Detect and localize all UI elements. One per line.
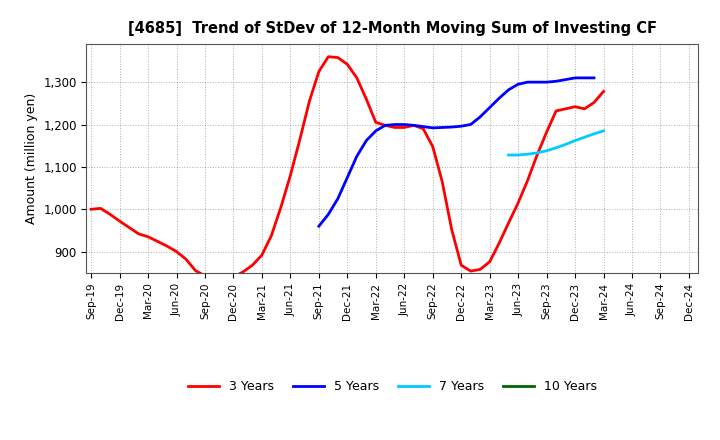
5 Years	[523, 80, 532, 85]
5 Years	[362, 138, 371, 143]
3 Years	[181, 257, 190, 262]
3 Years	[210, 275, 219, 281]
5 Years	[514, 81, 523, 87]
5 Years	[410, 123, 418, 128]
5 Years	[372, 128, 380, 133]
3 Years	[286, 173, 294, 178]
5 Years	[419, 124, 428, 129]
3 Years	[590, 100, 598, 105]
7 Years	[514, 152, 523, 158]
5 Years	[381, 123, 390, 128]
Title: [4685]  Trend of StDev of 12-Month Moving Sum of Investing CF: [4685] Trend of StDev of 12-Month Moving…	[128, 21, 657, 36]
5 Years	[428, 125, 437, 131]
5 Years	[552, 79, 560, 84]
7 Years	[599, 128, 608, 133]
7 Years	[552, 145, 560, 150]
5 Years	[457, 124, 466, 129]
Line: 3 Years: 3 Years	[91, 57, 603, 279]
5 Years	[467, 122, 475, 127]
7 Years	[542, 148, 551, 154]
5 Years	[590, 75, 598, 81]
7 Years	[533, 150, 541, 155]
5 Years	[504, 87, 513, 92]
5 Years	[333, 196, 342, 201]
5 Years	[485, 105, 494, 110]
7 Years	[523, 151, 532, 157]
7 Years	[562, 142, 570, 147]
5 Years	[533, 80, 541, 85]
5 Years	[353, 154, 361, 159]
5 Years	[400, 122, 408, 127]
7 Years	[571, 138, 580, 143]
5 Years	[390, 122, 399, 127]
5 Years	[580, 75, 589, 81]
5 Years	[343, 175, 351, 180]
3 Years	[220, 276, 228, 281]
7 Years	[580, 135, 589, 140]
5 Years	[571, 75, 580, 81]
Line: 5 Years: 5 Years	[319, 78, 594, 226]
5 Years	[562, 77, 570, 82]
3 Years	[324, 54, 333, 59]
5 Years	[438, 125, 446, 130]
7 Years	[504, 152, 513, 158]
5 Years	[542, 80, 551, 85]
3 Years	[562, 106, 570, 111]
5 Years	[315, 224, 323, 229]
Y-axis label: Amount (million yen): Amount (million yen)	[24, 93, 37, 224]
3 Years	[144, 234, 153, 239]
3 Years	[599, 89, 608, 94]
5 Years	[324, 212, 333, 217]
Line: 7 Years: 7 Years	[508, 131, 603, 155]
5 Years	[476, 114, 485, 120]
3 Years	[87, 207, 96, 212]
5 Years	[495, 95, 503, 101]
7 Years	[590, 131, 598, 136]
Legend: 3 Years, 5 Years, 7 Years, 10 Years: 3 Years, 5 Years, 7 Years, 10 Years	[183, 375, 602, 398]
5 Years	[447, 125, 456, 130]
